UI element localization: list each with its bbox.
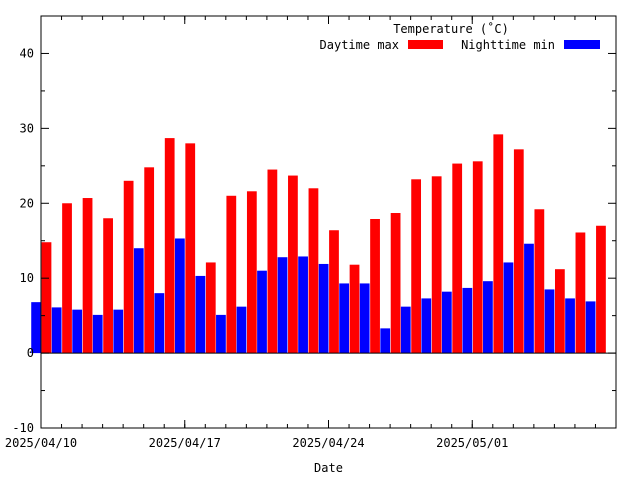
daytime-max-bar-2025-05-05 — [554, 269, 565, 354]
nighttime-min-bar-2025-04-10 — [31, 302, 41, 354]
x-tick-label: 2025/04/17 — [149, 436, 221, 450]
legend-label-nighttime-min: Nighttime min — [461, 38, 555, 52]
y-axis: -10 0 10 20 30 40 — [12, 46, 616, 435]
daytime-max-bar-2025-04-30 — [452, 163, 463, 354]
nighttime-min-bar-2025-04-14 — [113, 309, 124, 354]
daytime-max-bar-2025-04-19 — [226, 195, 237, 354]
nighttime-min-bar-2025-04-28 — [400, 306, 411, 354]
nighttime-min-bar-2025-05-01 — [462, 287, 473, 354]
nighttime-min-bar-2025-04-29 — [421, 298, 432, 354]
daytime-max-bar-2025-04-29 — [431, 176, 442, 354]
daytime-max-bar-2025-04-11 — [62, 203, 72, 354]
y-tick-label: 0 — [27, 346, 34, 360]
nighttime-min-bar-2025-05-07 — [585, 301, 596, 354]
daytime-max-bar-2025-04-15 — [144, 167, 155, 354]
nighttime-min-bar-2025-04-26 — [359, 283, 370, 354]
daytime-max-bar-2025-04-23 — [308, 188, 319, 354]
daytime-max-bar-2025-04-21 — [267, 169, 278, 354]
daytime-max-bar-2025-04-10 — [41, 242, 52, 354]
y-tick-label: -10 — [12, 421, 34, 435]
y-tick-label: 20 — [20, 196, 34, 210]
legend-swatch-nighttime-min — [564, 40, 600, 49]
nighttime-min-bar-2025-05-02 — [483, 281, 493, 354]
daytime-max-bar-2025-04-24 — [329, 230, 339, 354]
nighttime-min-bar-2025-04-17 — [174, 238, 185, 354]
x-tick-label: 2025/05/01 — [436, 436, 508, 450]
nighttime-min-bar-2025-04-11 — [51, 307, 62, 354]
daytime-max-bar-2025-05-02 — [493, 134, 504, 354]
nighttime-min-bar-2025-04-21 — [257, 270, 267, 354]
nighttime-min-bar-2025-04-24 — [318, 263, 329, 354]
nighttime-min-bar-2025-04-27 — [380, 328, 391, 354]
nighttime-min-bar-2025-04-13 — [92, 314, 103, 354]
nighttime-min-bar-2025-04-20 — [236, 306, 247, 354]
nighttime-min-bar-2025-05-04 — [524, 243, 534, 354]
daytime-max-bar-2025-05-04 — [534, 209, 545, 354]
nighttime-min-bar-2025-04-23 — [298, 256, 308, 354]
daytime-max-bar-2025-05-03 — [513, 149, 524, 354]
y-tick-label: 10 — [20, 271, 34, 285]
daytime-max-bar-2025-04-26 — [370, 219, 380, 354]
daytime-max-bar-2025-04-28 — [411, 179, 422, 354]
daytime-max-bar-2025-04-22 — [288, 175, 298, 354]
nighttime-min-bar-2025-04-25 — [339, 283, 350, 354]
daytime-max-bar-2025-04-20 — [246, 191, 257, 354]
y-tick-label: 40 — [20, 46, 34, 60]
legend-title: Temperature (˚C) — [393, 21, 509, 36]
daytime-max-bar-2025-04-12 — [82, 198, 93, 354]
x-axis: 2025/04/10 2025/04/17 2025/04/24 2025/05/01 — [5, 16, 617, 450]
nighttime-min-bar-2025-04-16 — [154, 293, 165, 354]
nighttime-min-bar-2025-04-18 — [195, 275, 206, 354]
nighttime-min-bar-2025-04-30 — [441, 291, 452, 354]
y-tick-label: 30 — [20, 121, 34, 135]
nighttime-min-bar-2025-05-03 — [503, 262, 514, 354]
daytime-max-bar-2025-05-06 — [575, 232, 586, 354]
daytime-max-bar-2025-04-16 — [164, 138, 175, 354]
nighttime-min-series — [31, 238, 596, 354]
nighttime-min-bar-2025-04-12 — [72, 309, 83, 354]
daytime-max-bar-2025-05-07 — [596, 225, 606, 354]
x-axis-label: Date — [314, 461, 343, 475]
daytime-max-bar-2025-04-27 — [390, 213, 401, 354]
daytime-max-bar-2025-04-17 — [185, 143, 196, 354]
daytime-max-bar-2025-04-18 — [205, 262, 216, 354]
nighttime-min-bar-2025-04-15 — [133, 248, 144, 354]
legend: Temperature (˚C) Daytime max Nighttime m… — [320, 21, 600, 52]
daytime-max-bar-2025-05-01 — [472, 161, 483, 354]
daytime-max-bar-2025-04-14 — [123, 180, 134, 354]
nighttime-min-bar-2025-04-19 — [216, 314, 226, 354]
nighttime-min-bar-2025-05-06 — [565, 298, 575, 354]
daytime-max-series — [41, 134, 606, 354]
legend-label-daytime-max: Daytime max — [320, 38, 399, 52]
x-tick-label: 2025/04/10 — [5, 436, 77, 450]
nighttime-min-bar-2025-05-05 — [544, 289, 555, 354]
x-tick-label: 2025/04/24 — [292, 436, 364, 450]
daytime-max-bar-2025-04-13 — [103, 218, 113, 354]
legend-swatch-daytime-max — [408, 40, 443, 49]
nighttime-min-bar-2025-04-22 — [277, 257, 288, 354]
daytime-max-bar-2025-04-25 — [349, 264, 360, 354]
